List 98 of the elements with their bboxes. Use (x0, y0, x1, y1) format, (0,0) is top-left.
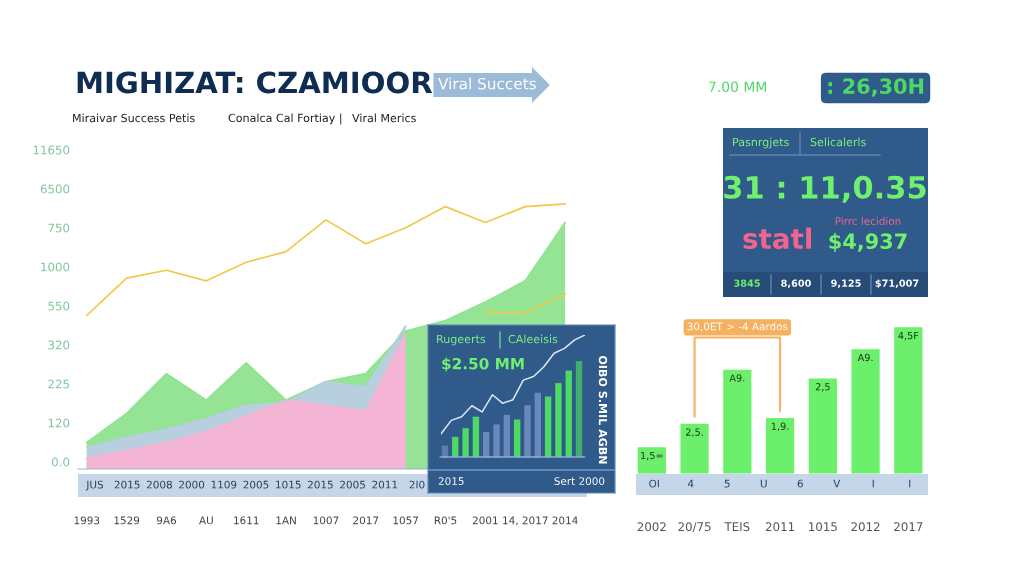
text: 2011 (372, 480, 398, 489)
text: MIGHIZAT: CZAMIOOR (77, 71, 433, 94)
x-tick-label: 2011 (765, 522, 795, 532)
x-tick-label: 20/75 (678, 522, 711, 533)
x-tick-label: 1993 (74, 516, 100, 525)
annotation: 4,5F (898, 332, 919, 341)
annotation: $2.50 MM (442, 357, 524, 372)
text: 0.0 (52, 457, 70, 467)
text: 5 (724, 479, 730, 488)
text: OI (649, 479, 659, 488)
text: 2005 (340, 480, 365, 489)
annotation: 30,0ET > -4 Aardos (687, 322, 788, 332)
chart-title: Rugeerts (437, 334, 486, 346)
bar (808, 378, 837, 474)
bar (534, 392, 541, 457)
text: Conalca Cal Fortiay | (228, 113, 342, 125)
text: 2005 (243, 480, 269, 489)
text: 2015 (114, 480, 140, 489)
text: $71,007 (875, 279, 919, 289)
text: 750 (48, 223, 70, 233)
bar (575, 361, 583, 457)
text: statl (743, 227, 812, 250)
text: 225 (48, 379, 69, 389)
x-tick-label: 1529 (114, 516, 140, 525)
text: 31 : 11,0.35 (724, 175, 926, 203)
x-tick-label: R0'5 (434, 516, 457, 525)
bar (851, 349, 880, 474)
annotation: 2,5 (815, 383, 830, 392)
text: V (833, 479, 841, 488)
bar (765, 418, 795, 474)
text: Pasnrgjets (733, 137, 789, 149)
x-tick-label: 9A6 (156, 516, 177, 525)
x-tick-label: 1057 (393, 516, 419, 525)
text: Sert 2000 (554, 477, 605, 486)
bar (513, 419, 521, 457)
bar (524, 405, 531, 457)
bar (637, 447, 666, 474)
text: OIBO S.MIL AGBN (598, 355, 608, 464)
bar (503, 414, 511, 457)
text: 6500 (40, 184, 70, 194)
x-tick-label: 1015 (809, 522, 837, 532)
text: 550 (48, 301, 70, 311)
text: 6 (797, 479, 803, 488)
text: Miraivar Success Petis (73, 113, 195, 123)
text: U (760, 479, 767, 488)
bar (894, 327, 923, 474)
text: 1015 (276, 480, 301, 489)
x-tick-label: 1AN (276, 516, 296, 525)
text: 11650 (33, 145, 70, 155)
text: Viral Succets (438, 77, 536, 90)
bar (493, 424, 500, 457)
x-tick-label: 2017 (353, 516, 379, 525)
x-tick-label: 2014 (552, 516, 578, 525)
x-tick-label: 14, 2017 (503, 516, 548, 526)
bar (723, 369, 752, 474)
x-tick-label: AU (199, 516, 213, 525)
annotation: 1,9. (771, 422, 789, 431)
bar (555, 383, 562, 457)
text: 3845 (734, 279, 760, 287)
chart-subtitle: CAleeisis (508, 334, 558, 344)
text: I (872, 479, 874, 488)
bar (680, 423, 709, 474)
text: 2015 (307, 480, 333, 489)
text: 4 (687, 479, 694, 488)
x-tick-label: 2012 (851, 522, 880, 532)
bar (462, 428, 469, 457)
text: 7.00 MM (709, 81, 766, 93)
text: 2000 (179, 480, 205, 489)
x-tick-label: 1611 (234, 516, 259, 525)
text: 120 (48, 418, 70, 428)
x-tick-label: TEIS (724, 522, 750, 532)
text: Viral Merics (352, 113, 416, 123)
text: 2015 (438, 477, 464, 486)
text: Selicalerls (810, 137, 866, 147)
annotation: A9. (857, 353, 873, 362)
text: 320 (48, 340, 70, 350)
text: $4,937 (829, 232, 907, 252)
x-tick-label: 2001 (472, 516, 498, 525)
text: 8,600 (781, 279, 811, 289)
bar (544, 396, 552, 457)
x-tick-label: 2002 (637, 522, 666, 532)
text: 2I0 (409, 480, 425, 489)
x-tick-label: 1007 (313, 516, 339, 525)
text: Pirrc lecidion (835, 216, 901, 226)
annotation: 2,5. (686, 428, 703, 437)
bar (472, 416, 480, 457)
x-tick-label: 2017 (894, 522, 923, 532)
annotation: 1,5= (641, 451, 663, 461)
bar (483, 432, 490, 457)
text: 1000 (41, 262, 70, 272)
bar (565, 370, 572, 457)
text: : 26,30H (828, 78, 924, 97)
annotation: A9. (729, 374, 745, 382)
text: 2008 (146, 480, 172, 489)
text: 9,125 (831, 279, 861, 289)
text: JUS (85, 480, 104, 491)
text: I (909, 479, 911, 488)
text: 1109 (211, 480, 237, 489)
